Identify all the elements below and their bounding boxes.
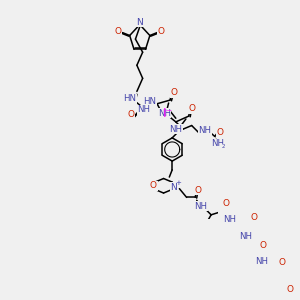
- Text: O: O: [128, 110, 135, 119]
- Text: O: O: [158, 27, 165, 36]
- Text: NH: NH: [211, 139, 224, 148]
- Text: O: O: [222, 200, 229, 208]
- Text: O: O: [217, 128, 224, 137]
- Text: O: O: [115, 27, 122, 36]
- Text: I⁻: I⁻: [163, 107, 173, 120]
- Text: NH: NH: [239, 232, 252, 241]
- Text: O: O: [170, 88, 177, 98]
- Text: NH: NH: [255, 257, 268, 266]
- Text: NH: NH: [198, 126, 211, 135]
- Text: O: O: [195, 186, 202, 195]
- Text: NH: NH: [194, 202, 208, 211]
- Text: O: O: [188, 104, 195, 113]
- Text: NH: NH: [138, 105, 151, 114]
- Text: N: N: [170, 183, 177, 192]
- Text: O: O: [251, 213, 258, 222]
- Text: O: O: [286, 285, 293, 294]
- Text: HN: HN: [143, 97, 156, 106]
- Text: +: +: [175, 180, 181, 186]
- Text: N: N: [136, 18, 143, 27]
- Text: 2: 2: [222, 144, 225, 149]
- Text: O: O: [150, 181, 157, 190]
- Text: NH: NH: [158, 109, 171, 118]
- Text: NH: NH: [169, 125, 182, 134]
- Text: O: O: [260, 241, 266, 250]
- Text: O: O: [279, 258, 286, 267]
- Text: HN: HN: [123, 94, 136, 103]
- Text: NH: NH: [224, 215, 236, 224]
